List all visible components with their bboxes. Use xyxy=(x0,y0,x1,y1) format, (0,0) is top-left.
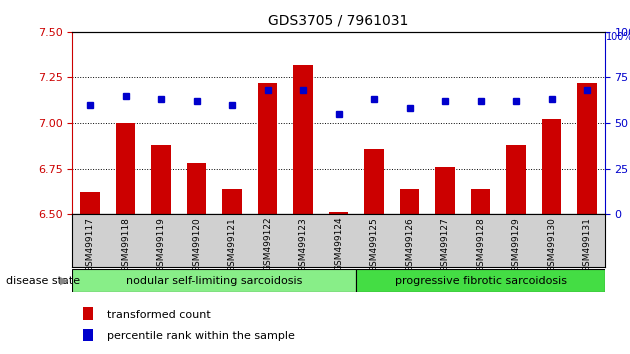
Text: GSM499129: GSM499129 xyxy=(512,217,520,272)
Text: GSM499120: GSM499120 xyxy=(192,217,201,272)
Bar xyxy=(83,307,93,320)
Text: GSM499119: GSM499119 xyxy=(157,217,166,272)
Text: transformed count: transformed count xyxy=(107,310,211,320)
Bar xyxy=(364,149,384,214)
Text: ▶: ▶ xyxy=(60,275,68,286)
Text: GSM499123: GSM499123 xyxy=(299,217,307,272)
Text: GSM499128: GSM499128 xyxy=(476,217,485,272)
Text: disease state: disease state xyxy=(6,275,81,286)
Bar xyxy=(357,269,605,292)
Bar xyxy=(258,83,277,214)
Bar xyxy=(507,145,526,214)
Bar xyxy=(294,65,313,214)
Text: GSM499131: GSM499131 xyxy=(583,217,592,272)
Bar xyxy=(471,189,490,214)
Text: GSM499130: GSM499130 xyxy=(547,217,556,272)
Title: GDS3705 / 7961031: GDS3705 / 7961031 xyxy=(268,14,409,28)
Text: GSM499117: GSM499117 xyxy=(86,217,94,272)
Bar xyxy=(329,212,348,214)
Bar xyxy=(151,145,171,214)
Bar xyxy=(116,123,135,214)
Text: GSM499118: GSM499118 xyxy=(121,217,130,272)
Text: progressive fibrotic sarcoidosis: progressive fibrotic sarcoidosis xyxy=(394,275,566,286)
Text: GSM499124: GSM499124 xyxy=(334,217,343,272)
Text: GSM499126: GSM499126 xyxy=(405,217,414,272)
Bar xyxy=(187,163,207,214)
Text: nodular self-limiting sarcoidosis: nodular self-limiting sarcoidosis xyxy=(126,275,302,286)
Bar xyxy=(435,167,455,214)
Text: percentile rank within the sample: percentile rank within the sample xyxy=(107,331,295,341)
Bar xyxy=(577,83,597,214)
Bar xyxy=(400,189,420,214)
Text: GSM499122: GSM499122 xyxy=(263,217,272,272)
Bar xyxy=(83,329,93,341)
Text: GSM499127: GSM499127 xyxy=(440,217,450,272)
Bar xyxy=(542,119,561,214)
Text: GSM499125: GSM499125 xyxy=(370,217,379,272)
Bar xyxy=(72,269,357,292)
Text: 100%: 100% xyxy=(606,32,630,42)
Bar xyxy=(222,189,242,214)
Bar xyxy=(81,192,100,214)
Text: GSM499121: GSM499121 xyxy=(227,217,237,272)
